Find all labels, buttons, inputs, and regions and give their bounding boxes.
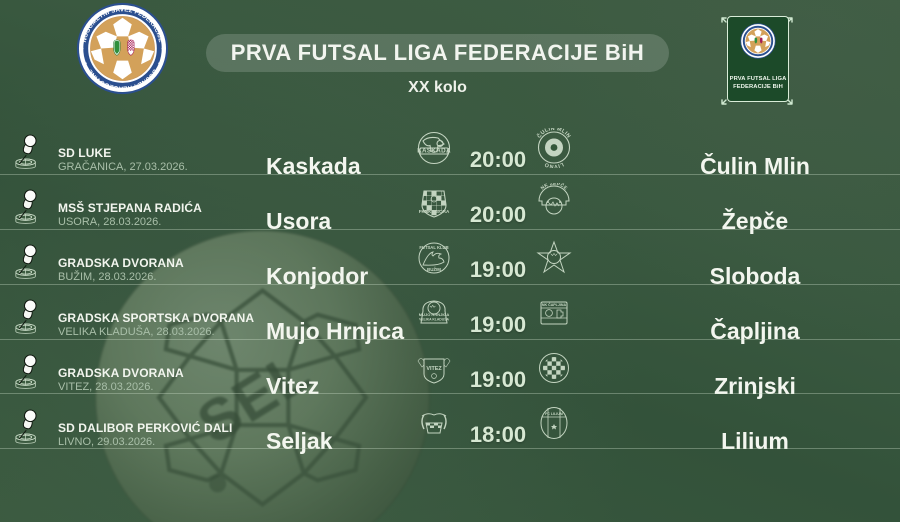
svg-text:LIVNO: LIVNO (544, 161, 565, 168)
svg-text:NK ŽEPČE: NK ŽEPČE (540, 183, 569, 192)
svg-text:VELIKA KLADUŠA: VELIKA KLADUŠA (419, 316, 449, 321)
svg-text:FUTSAL KLUB: FUTSAL KLUB (419, 245, 448, 250)
svg-text:FC LILIUM: FC LILIUM (545, 412, 563, 416)
svg-text:FKNK USORA: FKNK USORA (419, 209, 450, 214)
svg-text:KASKADA: KASKADA (417, 148, 451, 155)
svg-text:BUŽIM: BUŽIM (427, 267, 441, 272)
svg-text:VITEZ: VITEZ (426, 366, 442, 372)
svg-text:ČULIN MLIN: ČULIN MLIN (536, 128, 572, 140)
svg-text:NK ČAPLJINA: NK ČAPLJINA (542, 302, 567, 307)
svg-text:MUJO HRNJICA: MUJO HRNJICA (419, 312, 450, 317)
